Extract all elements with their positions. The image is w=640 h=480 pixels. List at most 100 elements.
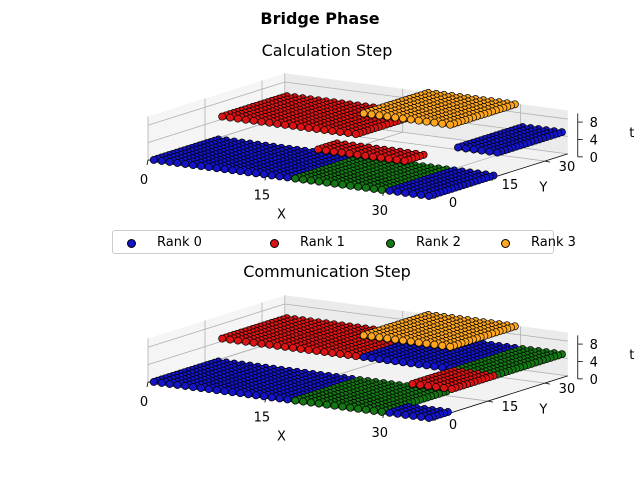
data-point-rank-1 <box>384 154 393 163</box>
data-point-rank-3 <box>367 332 376 341</box>
data-point-rank-1 <box>218 334 227 343</box>
legend-label: Rank 1 <box>300 235 345 250</box>
data-point-rank-3 <box>375 333 384 342</box>
data-point-rank-0 <box>406 359 415 368</box>
z-tick-label: 0 <box>590 373 598 388</box>
data-point-rank-2 <box>377 407 386 416</box>
data-point-rank-0 <box>417 190 426 199</box>
calculation-step-panel: Calculation Step 0 15 30 0 15 30 0 4 8 X Yt <box>140 41 634 223</box>
z-tick-label: 8 <box>590 116 598 131</box>
data-point-rank-3 <box>430 118 439 127</box>
data-point-rank-1 <box>265 118 274 127</box>
data-point-rank-0 <box>181 160 190 168</box>
side-pane <box>148 73 285 160</box>
data-point-rank-0 <box>236 167 245 176</box>
data-point-rank-1 <box>361 151 370 160</box>
legend-marker <box>386 239 395 248</box>
data-point-rank-2 <box>322 400 331 409</box>
data-point-rank-1 <box>432 383 440 391</box>
legend-marker <box>270 239 279 248</box>
data-point-rank-3 <box>359 109 368 118</box>
data-point-rank-2 <box>299 397 308 406</box>
z-tick-label: 8 <box>590 338 598 353</box>
data-point-rank-3 <box>414 338 423 347</box>
data-point-rank-2 <box>346 403 355 412</box>
data-point-rank-0 <box>399 358 407 367</box>
data-point-rank-1 <box>296 344 305 353</box>
data-point-rank-0 <box>220 387 229 396</box>
gridline <box>147 81 285 126</box>
data-point-rank-0 <box>477 146 486 155</box>
data-point-rank-2 <box>322 178 331 187</box>
x-axis-label: X <box>277 430 286 445</box>
data-point-rank-0 <box>409 411 418 420</box>
data-point-rank-1 <box>249 338 258 347</box>
data-point-rank-3 <box>446 120 455 129</box>
data-point-rank-3 <box>391 113 400 122</box>
data-point-rank-0 <box>220 165 229 174</box>
scatter-points <box>149 89 566 200</box>
data-point-rank-2 <box>330 179 339 188</box>
data-point-rank-1 <box>353 150 362 159</box>
panel-title: Calculation Step <box>262 41 393 60</box>
legend-label: Rank 2 <box>416 235 461 250</box>
y-tick-label: 30 <box>559 382 576 397</box>
data-point-rank-1 <box>281 120 290 129</box>
data-point-rank-3 <box>422 339 431 348</box>
y-tick-label: 0 <box>449 196 457 211</box>
z-axis-label: t <box>629 126 634 141</box>
communication-step-panel: Communication Step 0 15 30 0 15 30 0 4 8 X Yt <box>140 262 634 445</box>
y-tick-label: 0 <box>449 418 457 433</box>
data-point-rank-2 <box>338 180 347 189</box>
data-point-rank-0 <box>189 161 198 170</box>
data-point-rank-1 <box>281 342 290 351</box>
data-point-rank-1 <box>218 112 227 121</box>
data-point-rank-0 <box>149 377 158 386</box>
data-point-rank-1 <box>439 384 448 392</box>
data-point-rank-0 <box>259 170 268 179</box>
data-point-rank-2 <box>307 398 315 407</box>
data-point-rank-0 <box>275 172 284 181</box>
data-point-rank-1 <box>329 147 338 156</box>
data-point-rank-1 <box>351 130 360 139</box>
legend-label: Rank 0 <box>157 235 202 250</box>
data-point-rank-0 <box>493 148 502 157</box>
data-point-rank-1 <box>424 381 433 390</box>
data-point-rank-0 <box>165 158 174 166</box>
scatter-points <box>149 311 566 422</box>
data-point-rank-0 <box>212 164 221 173</box>
data-point-rank-0 <box>244 168 253 177</box>
data-point-rank-1 <box>336 128 345 136</box>
data-point-rank-2 <box>377 185 386 194</box>
legend-marker <box>127 239 136 248</box>
x-tick-label: 30 <box>372 426 389 441</box>
data-point-rank-1 <box>241 115 250 124</box>
data-point-rank-0 <box>228 166 237 175</box>
data-point-rank-3 <box>399 336 407 345</box>
data-point-rank-1 <box>233 336 242 345</box>
data-point-rank-1 <box>257 117 266 126</box>
side-pane <box>148 295 285 382</box>
data-point-rank-0 <box>401 188 410 197</box>
data-point-rank-0 <box>252 391 260 400</box>
y-axis-label: Y <box>538 402 547 417</box>
legend: Rank 0 Rank 1 Rank 2 Rank 3 <box>112 230 576 254</box>
data-point-rank-0 <box>197 162 205 171</box>
data-point-rank-1 <box>226 113 235 122</box>
data-point-rank-3 <box>399 114 407 123</box>
data-point-rank-0 <box>204 163 213 172</box>
x-tick-label: 0 <box>140 395 148 410</box>
data-point-rank-1 <box>320 126 329 134</box>
x-tick-label: 30 <box>372 204 389 219</box>
data-point-rank-1 <box>314 145 323 154</box>
data-point-rank-0 <box>424 414 433 422</box>
data-point-rank-2 <box>314 177 323 186</box>
x-tick <box>146 381 149 388</box>
y-tick-label: 15 <box>502 400 519 415</box>
data-point-rank-2 <box>338 402 347 411</box>
data-point-rank-3 <box>391 335 400 344</box>
data-point-rank-0 <box>409 189 418 198</box>
gridline <box>147 303 285 348</box>
data-point-rank-0 <box>157 378 166 387</box>
